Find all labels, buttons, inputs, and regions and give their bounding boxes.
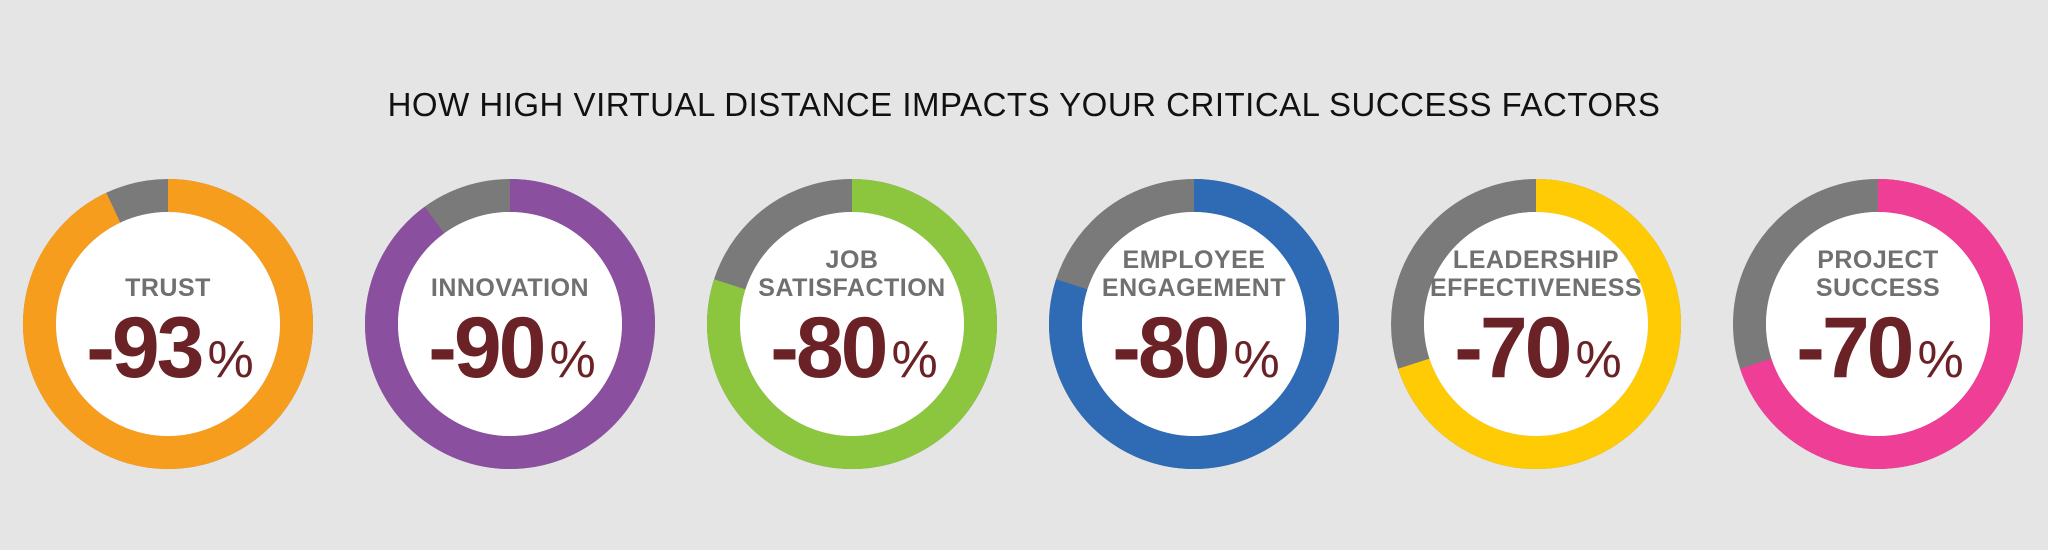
donut-value-number: -80 [1112, 300, 1227, 396]
page-title: HOW HIGH VIRTUAL DISTANCE IMPACTS YOUR C… [387, 86, 1661, 123]
donut-label-line: SATISFACTION [758, 274, 945, 302]
donut-label-line: LEADERSHIP [1453, 246, 1619, 274]
donut-value-arc [1049, 179, 1339, 469]
donut-label-line: EMPLOYEE [1123, 246, 1266, 274]
donut-value-number: -80 [770, 300, 885, 396]
donut-label-line: PROJECT [1817, 246, 1939, 274]
donut-value-number: -93 [86, 300, 201, 396]
donut-value: -93% [86, 300, 254, 396]
donut-value-unit: % [1234, 331, 1280, 389]
donut-value: -80% [1112, 300, 1280, 396]
donut-center [398, 212, 622, 436]
donut-value-number: -70 [1454, 300, 1569, 396]
donut-label-line: EFFECTIVENESS [1430, 274, 1642, 302]
donut-label-line: ENGAGEMENT [1102, 274, 1286, 302]
donut-center [1424, 212, 1648, 436]
donut-label-line: TRUST [125, 274, 211, 302]
donut-value-number: -70 [1796, 300, 1911, 396]
donut-label-line: SUCCESS [1816, 274, 1940, 302]
donut-value: -70% [1796, 300, 1964, 396]
donut-value-unit: % [1918, 331, 1964, 389]
donut-value: -90% [428, 300, 596, 396]
donut-label-line: JOB [826, 246, 879, 274]
donut-value-arc [365, 179, 655, 469]
donut-value: -80% [770, 300, 938, 396]
donut-value-unit: % [208, 331, 254, 389]
donut-value-arc [1740, 179, 2023, 469]
donut-trust: TRUST-93% [23, 179, 313, 469]
donut-center [56, 212, 280, 436]
donut-value-unit: % [892, 331, 938, 389]
donut-value-arc [23, 179, 313, 469]
donut-label-line: INNOVATION [431, 274, 589, 302]
donut-center [740, 212, 964, 436]
donut-value-arc [707, 179, 997, 469]
donut-value-arc [1398, 179, 1681, 469]
donut-innovation: INNOVATION-90% [365, 179, 655, 469]
donut-center [1766, 212, 1990, 436]
donut-value-number: -90 [428, 300, 543, 396]
donut-value-unit: % [1576, 331, 1622, 389]
donut-value: -70% [1454, 300, 1622, 396]
donut-value-unit: % [550, 331, 596, 389]
donut-center [1082, 212, 1306, 436]
